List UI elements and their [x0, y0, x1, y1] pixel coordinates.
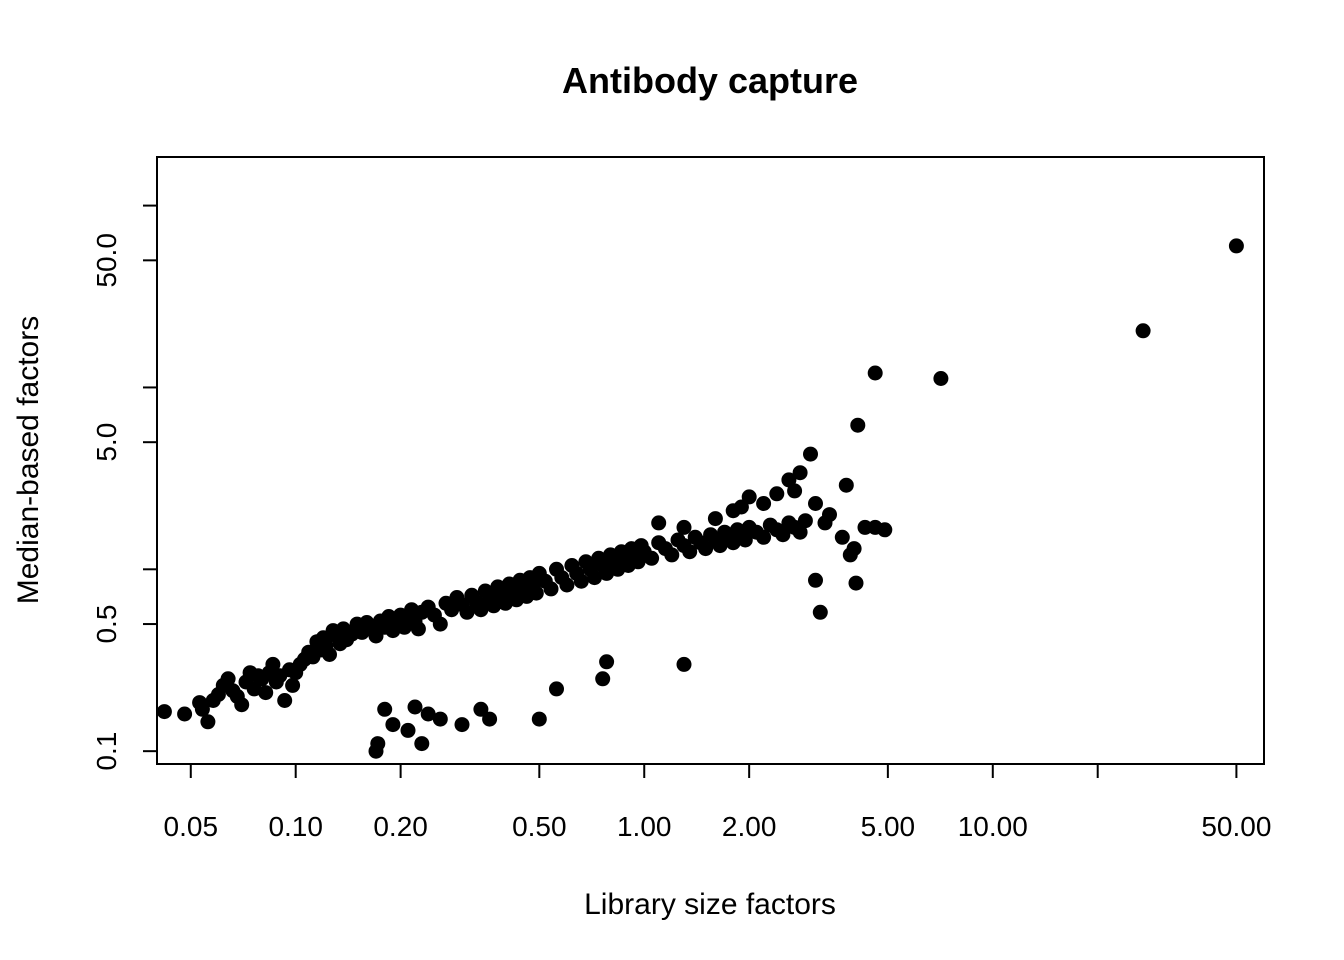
data-point — [644, 550, 660, 566]
data-point — [698, 541, 714, 557]
data-point — [812, 604, 828, 620]
data-point — [877, 522, 893, 538]
data-point — [258, 685, 274, 701]
data-point — [400, 722, 416, 738]
data-point — [756, 529, 772, 545]
data-point — [808, 496, 823, 511]
x-axis-label: Library size factors — [584, 888, 836, 921]
data-point — [459, 604, 475, 620]
data-point — [792, 524, 808, 540]
x-tick-label: 0.05 — [164, 811, 219, 842]
y-tick-label: 5.0 — [91, 423, 122, 462]
data-point — [769, 486, 785, 502]
data-point — [707, 511, 723, 527]
data-point — [234, 697, 250, 713]
data-point — [595, 671, 611, 687]
data-point — [322, 647, 337, 662]
x-tick-label: 1.00 — [617, 811, 672, 842]
data-point — [676, 656, 692, 672]
data-point — [486, 598, 502, 614]
data-point — [664, 547, 680, 563]
data-point — [599, 654, 615, 670]
data-point — [407, 699, 423, 715]
x-tick-label: 2.00 — [722, 811, 777, 842]
data-point — [838, 477, 854, 493]
data-point — [414, 736, 430, 752]
x-tick-label: 5.00 — [861, 811, 916, 842]
x-tick-label: 0.20 — [373, 811, 428, 842]
data-point — [420, 706, 436, 722]
data-point — [370, 736, 386, 752]
data-point — [410, 621, 426, 637]
data-point — [803, 446, 818, 462]
x-axis: 0.05 0.10 0.20 0.50 1.00 2.00 5.00 10.00 50.00 — [164, 764, 1271, 842]
y-axis-label: Median-based factors — [12, 316, 45, 605]
data-point — [587, 570, 602, 586]
data-point — [725, 503, 741, 519]
data-point — [737, 532, 753, 548]
data-point — [432, 711, 448, 727]
data-point — [850, 417, 866, 433]
data-point — [285, 677, 301, 693]
data-point — [473, 701, 489, 717]
data-points — [156, 238, 1244, 759]
x-tick-label: 0.10 — [268, 811, 323, 842]
data-point — [682, 544, 698, 560]
data-point — [857, 519, 873, 535]
chart-title: Antibody capture — [562, 60, 858, 101]
data-point — [808, 572, 823, 588]
data-point — [834, 529, 850, 545]
data-point — [848, 575, 864, 591]
data-point — [454, 717, 470, 733]
data-point — [867, 365, 883, 381]
data-point — [528, 585, 544, 601]
data-point — [817, 515, 833, 531]
data-point — [756, 496, 772, 511]
data-point — [676, 519, 692, 535]
data-point — [1135, 323, 1151, 339]
data-point — [775, 527, 791, 543]
data-point — [265, 656, 281, 672]
data-point — [177, 706, 193, 722]
x-tick-label: 50.00 — [1201, 811, 1271, 842]
data-point — [473, 602, 489, 618]
data-point — [200, 714, 216, 730]
data-point — [781, 472, 797, 488]
data-point — [377, 701, 393, 717]
data-point — [156, 704, 172, 720]
data-point — [194, 701, 210, 717]
data-point — [543, 581, 559, 597]
x-tick-label: 0.50 — [512, 811, 567, 842]
y-tick-label: 50.0 — [91, 233, 122, 288]
data-point — [651, 515, 667, 531]
data-point — [531, 711, 547, 727]
y-tick-label: 0.5 — [91, 605, 122, 644]
data-point — [573, 573, 589, 589]
y-axis: 0.1 0.5 5.0 50.0 — [91, 204, 157, 771]
data-point — [220, 671, 236, 687]
data-point — [792, 465, 808, 481]
data-point — [277, 693, 293, 708]
y-tick-label: 0.1 — [91, 732, 122, 771]
data-point — [385, 717, 401, 733]
data-point — [741, 489, 757, 505]
data-point — [1228, 238, 1244, 254]
data-point — [482, 711, 498, 727]
data-point — [797, 513, 813, 529]
data-point — [842, 547, 858, 563]
data-point — [559, 577, 575, 593]
x-tick-label: 10.00 — [958, 811, 1028, 842]
plot-frame — [156, 156, 1265, 765]
data-point — [933, 371, 949, 386]
data-point — [432, 616, 448, 632]
data-point — [787, 483, 803, 499]
data-point — [549, 681, 564, 697]
